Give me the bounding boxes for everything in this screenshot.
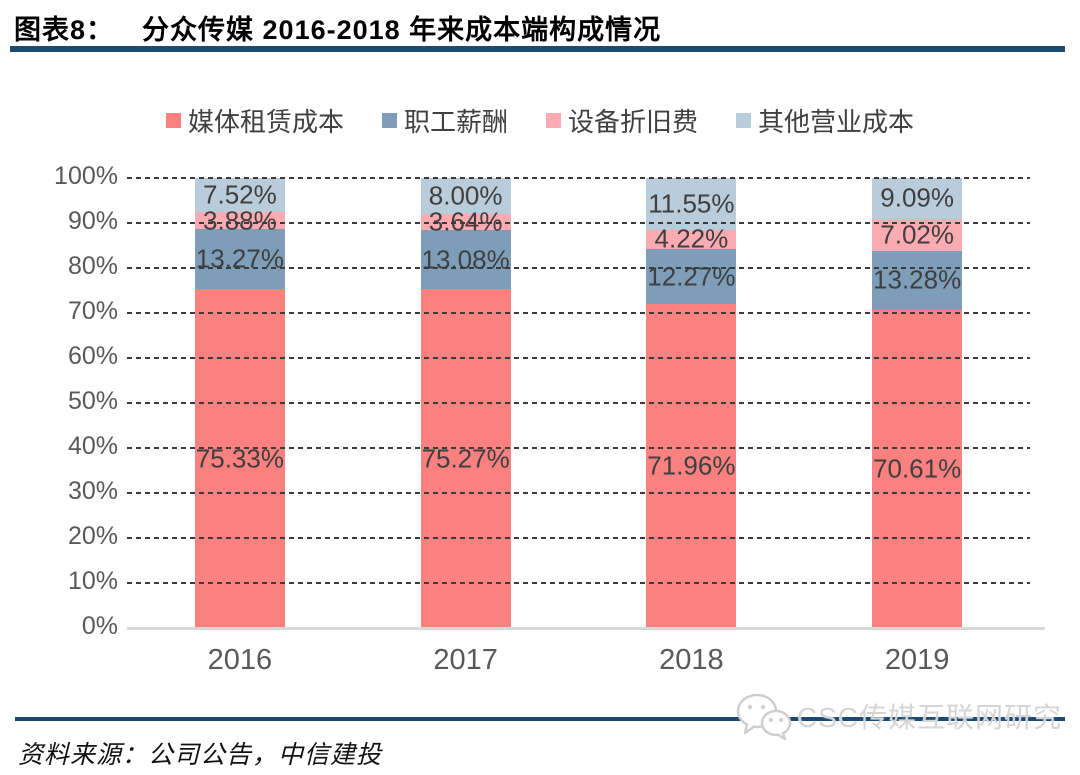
bar-segment: 75.33%: [194, 289, 285, 628]
bar-segment: 9.09%: [872, 178, 963, 219]
y-axis: 100% 90% 80% 70% 60% 50% 40% 30% 20% 10% 0%: [0, 162, 118, 640]
wechat-icon: [736, 693, 792, 740]
bar-segment: 71.96%: [646, 304, 737, 628]
y-tick-label: 30%: [67, 477, 118, 506]
legend-item: 设备折旧费: [546, 102, 698, 139]
y-tick-label: 100%: [54, 162, 118, 191]
bar-segment: 75.27%: [420, 289, 511, 628]
bar-segment: 3.88%: [194, 205, 285, 235]
bar-segment: 7.52%: [194, 178, 285, 212]
bar-segment-label: 11.55%: [648, 188, 735, 219]
legend-swatch-icon: [546, 113, 561, 128]
page-title: 图表8： 分众传媒 2016-2018 年来成本端构成情况: [14, 8, 661, 47]
y-tick-label: 10%: [67, 567, 118, 596]
bar-segment-label: 70.61%: [873, 453, 962, 484]
x-axis-labels: 2016 2017 2018 2019: [127, 644, 1030, 677]
gridline: [127, 537, 1030, 539]
gridline: [127, 492, 1030, 494]
bar-segment-label: 7.52%: [203, 179, 277, 210]
bar-segment-label: 3.88%: [203, 205, 277, 236]
watermark-text: CSC传媒互联网研究: [796, 702, 1062, 733]
bar-segment: 8.00%: [420, 178, 511, 215]
figure-title: 分众传媒 2016-2018 年来成本端构成情况: [142, 15, 662, 45]
x-tick-label: 2018: [659, 644, 724, 676]
plot-area: 75.33% 13.27% 3.88% 7.52% 75.27% 13.08% 3.64% 8…: [127, 177, 1030, 628]
gridline: [127, 312, 1030, 314]
stacked-bar: 70.61% 13.28% 7.02% 9.09%: [872, 178, 963, 628]
gridline: [127, 357, 1030, 359]
gridline: [127, 267, 1030, 269]
bar-segment: 11.55%: [646, 178, 737, 230]
bar-segment: 13.08%: [420, 230, 511, 290]
bar-segment-label: 8.00%: [428, 180, 503, 211]
gridline: [127, 177, 1030, 179]
legend-label: 其他营业成本: [758, 108, 915, 137]
bar-segment-label: 12.27%: [647, 261, 736, 292]
gridline: [127, 447, 1030, 449]
y-tick-label: 80%: [67, 252, 118, 281]
legend-item: 职工薪酬: [381, 102, 508, 139]
y-tick-label: 40%: [67, 432, 118, 461]
stacked-bar: 75.33% 13.27% 3.88% 7.52%: [194, 178, 285, 628]
bar-segment: 12.27%: [646, 248, 737, 305]
gridline: [127, 402, 1030, 404]
legend-item: 媒体租赁成本: [165, 102, 344, 139]
legend-label: 媒体租赁成本: [187, 108, 344, 137]
legend-swatch-icon: [381, 113, 397, 128]
title-divider: [10, 46, 1065, 52]
legend-label: 职工薪酬: [403, 108, 508, 137]
gridline: [127, 582, 1030, 584]
bar-segment-label: 13.08%: [421, 244, 510, 275]
bar-segment-label: 7.02%: [880, 219, 954, 250]
x-tick-label: 2017: [433, 644, 498, 676]
chart-legend: 媒体租赁成本 职工薪酬 设备折旧费 其他营业成本: [0, 102, 1080, 139]
bar-segment: 4.22%: [646, 224, 737, 254]
bar-column: 75.33% 13.27% 3.88% 7.52%: [127, 178, 353, 628]
bar-segment: 13.27%: [194, 229, 285, 290]
bar-column: 75.27% 13.08% 3.64% 8.00%: [353, 178, 579, 628]
y-tick-label: 60%: [67, 342, 118, 371]
bar-segment-label: 71.96%: [647, 450, 736, 481]
legend-swatch-icon: [165, 113, 181, 128]
x-axis-line: [127, 627, 1045, 630]
bar-segment-label: 4.22%: [654, 223, 729, 254]
y-tick-label: 50%: [67, 387, 118, 416]
legend-label: 设备折旧费: [568, 108, 699, 137]
bar-segment-label: 9.09%: [880, 182, 954, 213]
stacked-bar: 75.27% 13.08% 3.64% 8.00%: [420, 178, 511, 628]
y-tick-label: 0%: [81, 612, 118, 641]
bar-column: 70.61% 13.28% 7.02% 9.09%: [804, 178, 1030, 628]
gridline: [127, 222, 1030, 224]
y-tick-label: 70%: [67, 297, 118, 326]
y-tick-label: 90%: [67, 207, 118, 236]
watermark: CSC传媒互联网研究: [735, 692, 1062, 740]
bar-segment: 7.02%: [872, 218, 963, 251]
bar-segment: 70.61%: [872, 310, 963, 628]
legend-item: 其他营业成本: [736, 102, 914, 139]
x-tick-label: 2016: [207, 644, 273, 676]
y-tick-label: 20%: [67, 522, 118, 551]
bar-segment: 13.28%: [872, 250, 963, 311]
footer-divider: [15, 717, 1065, 721]
figure-number: 图表8：: [14, 15, 115, 45]
bar-segment-label: 13.28%: [873, 264, 962, 295]
bar-segment-label: 3.64%: [428, 206, 503, 237]
bar-segment-label: 13.27%: [195, 243, 284, 274]
x-tick-label: 2019: [884, 644, 950, 676]
legend-swatch-icon: [736, 113, 752, 128]
source-note: 资料来源：公司公告，中信建投: [18, 742, 383, 769]
